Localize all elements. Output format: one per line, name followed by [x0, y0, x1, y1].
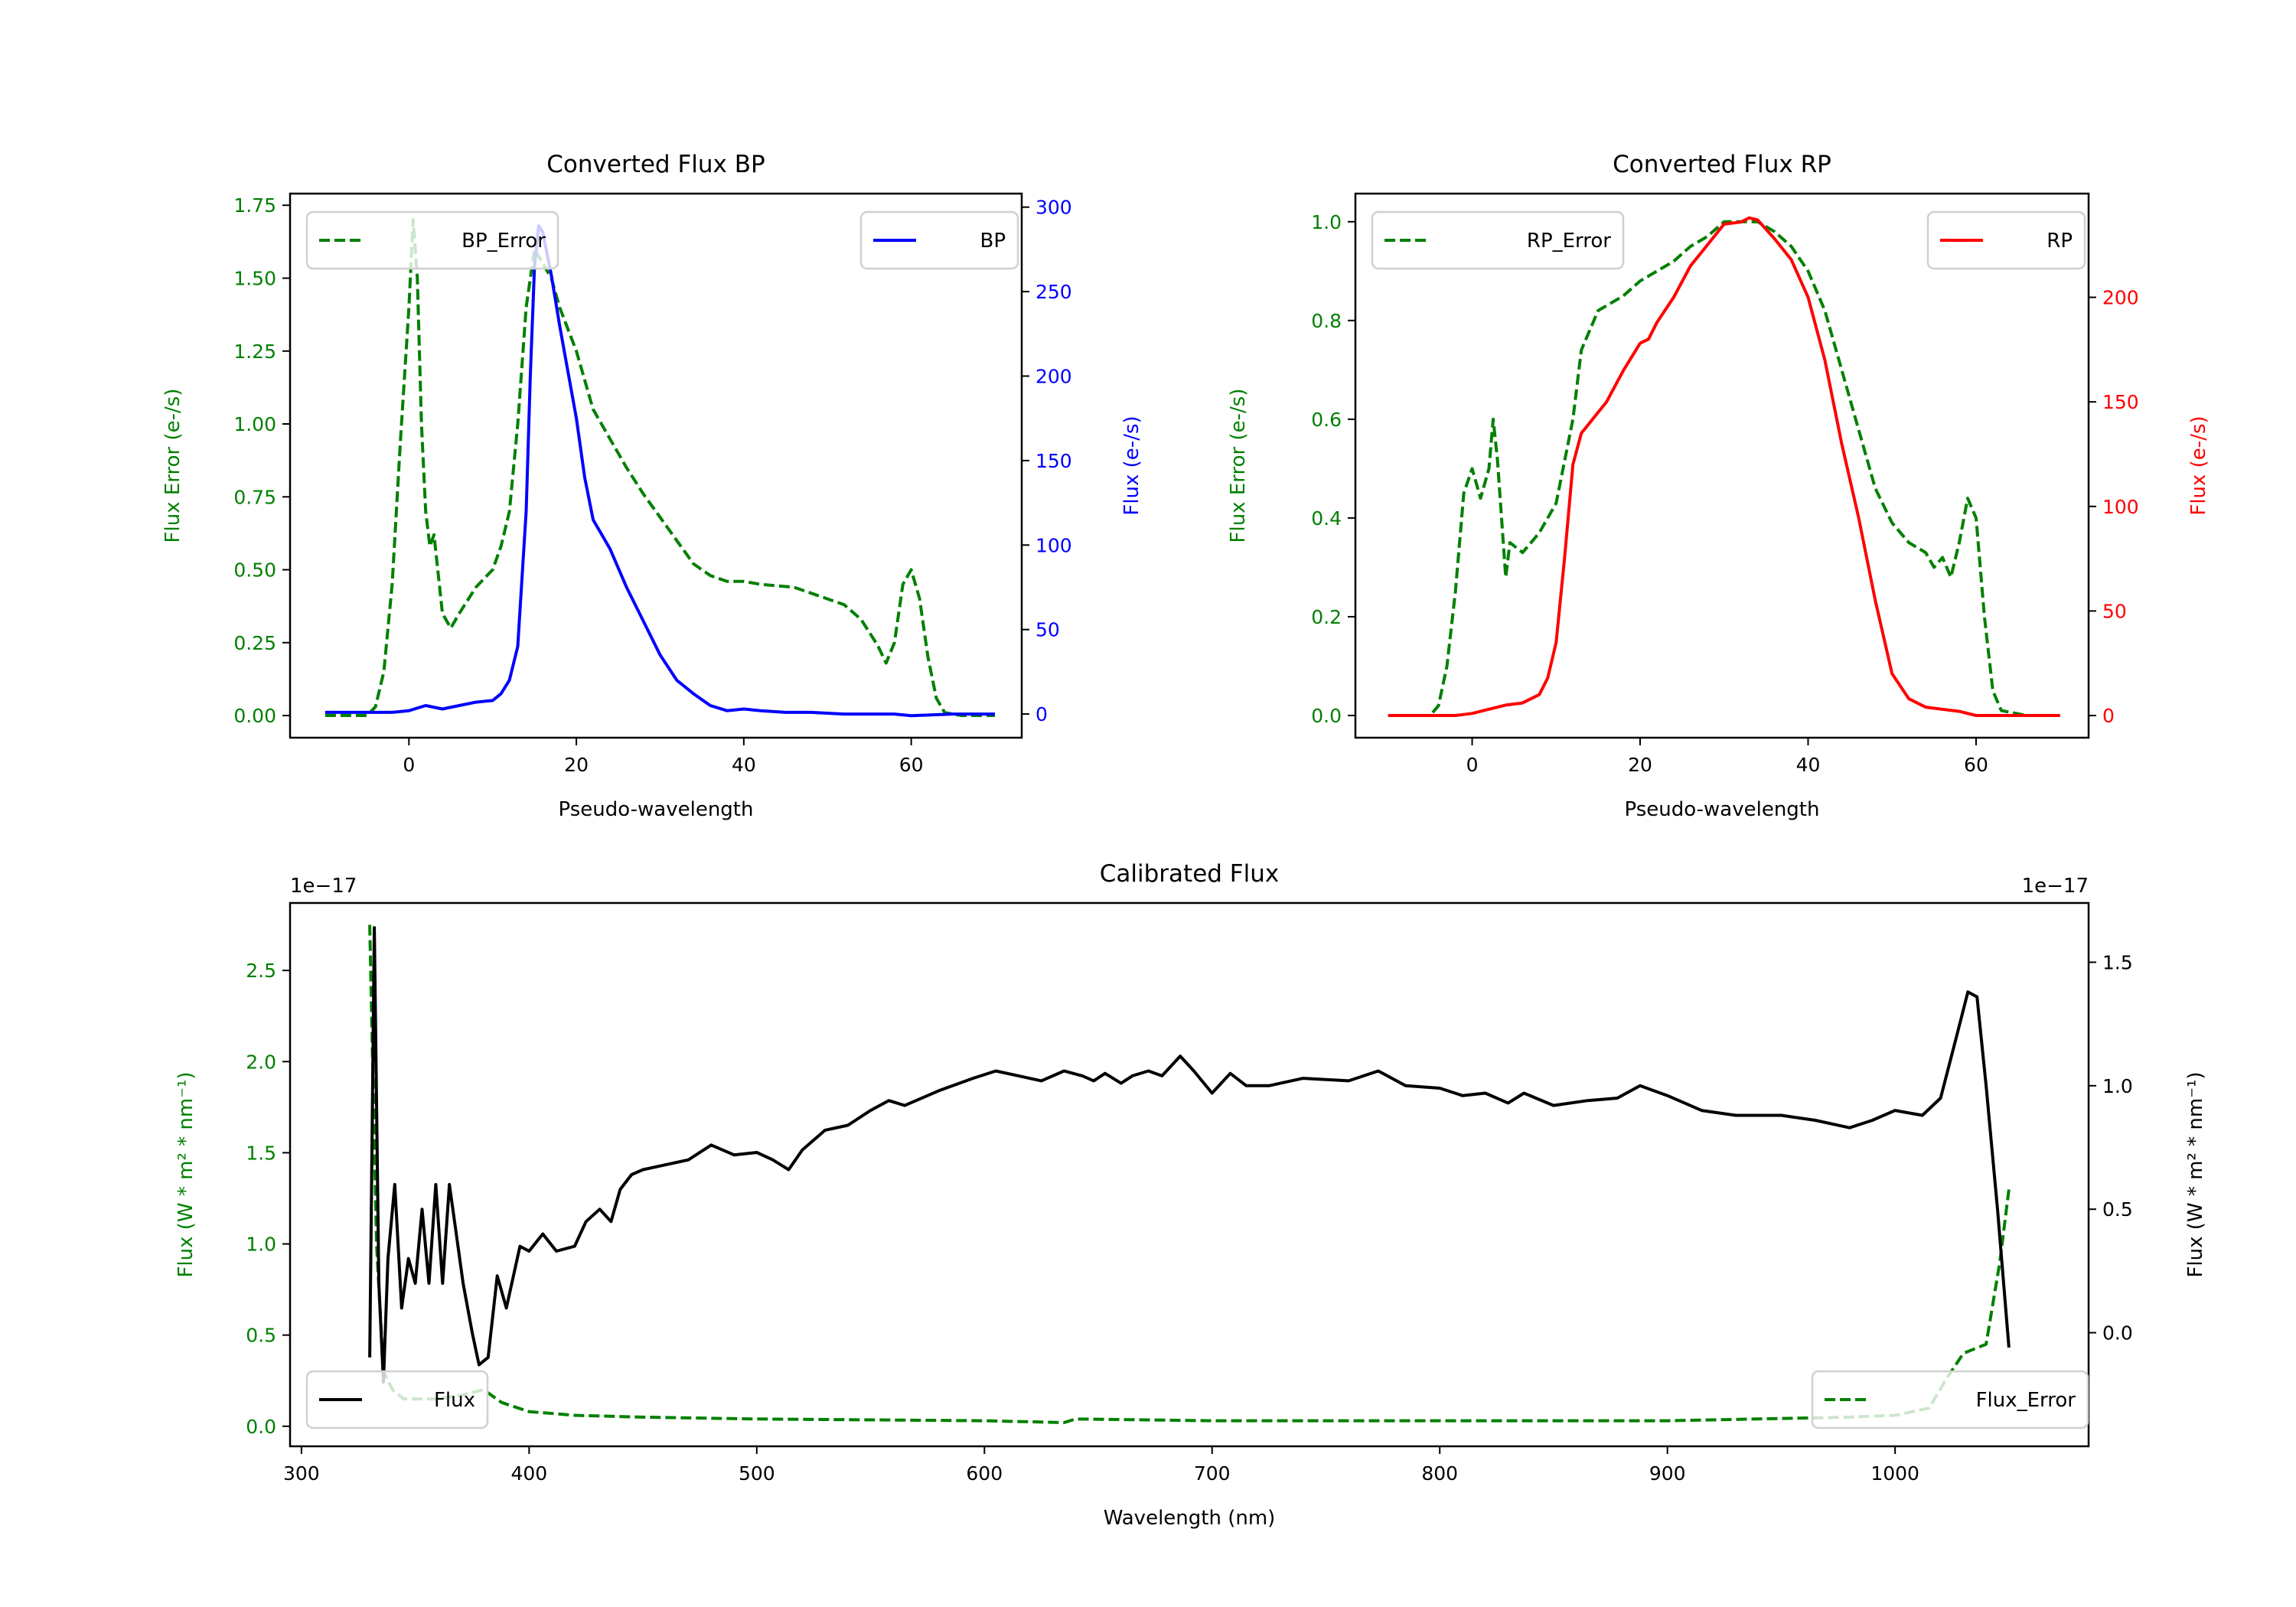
legend-label: RP_Error — [1527, 230, 1611, 253]
x-tick-label: 60 — [1964, 754, 1988, 776]
y-tick-label-left: 1.75 — [233, 194, 276, 217]
legend-rp: RP — [1926, 210, 2086, 270]
y-tick-label-left: 0.75 — [233, 486, 276, 508]
x-tick-label: 500 — [739, 1462, 775, 1485]
y-tick-label-left: 0.00 — [233, 705, 276, 727]
legend-label: BP_Error — [461, 230, 546, 253]
x-tick-label: 40 — [732, 754, 756, 776]
y-tick-label-right: 150 — [2102, 391, 2139, 413]
y-tick-label-left: 0.4 — [1311, 507, 1342, 530]
y-tick-label-left: 2.0 — [246, 1051, 276, 1073]
x-tick-label: 60 — [899, 754, 924, 776]
y-tick-label-right: 0 — [1035, 703, 1048, 725]
y-axis-label-right: Flux (e-/s) — [1120, 416, 1143, 515]
x-tick-label: 40 — [1796, 754, 1821, 776]
y-tick-label-left: 0.50 — [233, 559, 276, 582]
legend-bp-error: BP_Error — [305, 210, 559, 270]
y-tick-label-left: 0.8 — [1311, 310, 1342, 332]
legend-rp-error: RP_Error — [1371, 210, 1625, 270]
legend-box — [1926, 210, 2086, 270]
chart-title: Converted Flux RP — [1613, 151, 1831, 178]
series-line-rp — [1388, 216, 2060, 717]
axes-frame — [1354, 192, 2090, 739]
y-tick-label-right: 50 — [2102, 600, 2127, 622]
y-axis-label-right: Flux (e-/s) — [2187, 416, 2210, 515]
x-tick-label: 20 — [564, 754, 589, 776]
calibrated-flux-chart: 300 400 500 600 700 800 900 1000 0.0 0.5 1.0 1.5 2.0… — [174, 860, 2207, 1530]
legend-box — [859, 210, 1019, 270]
y-tick-label-left: 1.0 — [246, 1234, 276, 1256]
y-tick-label-right: 150 — [1035, 450, 1072, 472]
y-tick-label-right: 1.0 — [2102, 1075, 2133, 1097]
x-tick-label: 400 — [510, 1462, 547, 1485]
y-tick-label-right: 1.5 — [2102, 951, 2133, 973]
series-line-bp — [325, 224, 995, 718]
legend-box — [1371, 210, 1625, 270]
y-tick-label-right: 200 — [2102, 287, 2139, 309]
y-tick-label-right: 50 — [1035, 619, 1060, 641]
legend-flux-error: Flux_Error — [1811, 1370, 2089, 1429]
legend-label: BP — [980, 230, 1006, 253]
y-tick-label-left: 0.2 — [1311, 606, 1342, 628]
legend-bp: BP — [859, 210, 1019, 270]
y-tick-label-right: 200 — [1035, 365, 1072, 387]
legend-box — [305, 210, 559, 270]
x-tick-label: 1000 — [1870, 1462, 1919, 1485]
legend-label: Flux — [434, 1389, 475, 1412]
chart-title: Calibrated Flux — [1100, 860, 1279, 888]
x-tick-label: 0 — [1466, 754, 1479, 776]
y-tick-label-right: 0 — [2102, 705, 2115, 727]
x-tick-label: 900 — [1649, 1462, 1686, 1485]
y-tick-label-left: 0.0 — [1311, 705, 1342, 727]
series-line-rp-error — [1388, 220, 2060, 717]
x-tick-label: 300 — [283, 1462, 320, 1485]
y-axis-label-right: Flux (W * m² * nm⁻¹) — [2184, 1071, 2207, 1277]
x-tick-label: 20 — [1628, 754, 1652, 776]
y-tick-label-left: 1.50 — [233, 267, 276, 289]
y-tick-label-right: 100 — [2102, 496, 2139, 518]
x-tick-label: 600 — [966, 1462, 1003, 1485]
y-tick-label-left: 1.5 — [246, 1142, 276, 1164]
series-line-bp-error — [325, 218, 995, 717]
y-tick-label-right: 0.0 — [2102, 1322, 2133, 1345]
axes-frame — [289, 192, 1023, 739]
x-axis-label: Pseudo-wavelength — [559, 798, 754, 821]
y-tick-label-right: 100 — [1035, 534, 1072, 556]
x-tick-label: 0 — [403, 754, 415, 776]
legend-label: RP — [2047, 230, 2073, 253]
x-axis-label: Pseudo-wavelength — [1625, 798, 1820, 821]
y-tick-label-right: 300 — [1035, 197, 1072, 219]
series-line-flux — [368, 926, 2011, 1384]
y-tick-label-right: 0.5 — [2102, 1198, 2133, 1221]
x-axis-label: Wavelength (nm) — [1104, 1507, 1276, 1530]
y-axis-label-left: Flux Error (e-/s) — [161, 389, 184, 543]
legend-box — [1811, 1370, 2089, 1429]
y-tick-label-left: 0.0 — [246, 1416, 276, 1438]
y-tick-label-left: 1.00 — [233, 413, 276, 435]
rp-flux-chart: 0 20 40 60 0.0 0.2 0.4 0.6 0.8 1.0 0 50 100 150 200 Con… — [1227, 151, 2210, 821]
y-tick-label-left: 2.5 — [246, 960, 276, 982]
y-tick-label-left: 0.5 — [246, 1325, 276, 1347]
legend-label: Flux_Error — [1976, 1389, 2076, 1412]
axes-frame — [289, 901, 2090, 1448]
legend-flux: Flux — [305, 1370, 489, 1429]
chart-title: Converted Flux BP — [546, 151, 765, 178]
x-tick-label: 700 — [1194, 1462, 1231, 1485]
x-tick-label: 800 — [1421, 1462, 1458, 1485]
y-tick-label-left: 1.25 — [233, 341, 276, 363]
y-offset-label-right: 1e−17 — [2022, 875, 2089, 898]
y-axis-label-left: Flux (W * m² * nm⁻¹) — [174, 1071, 197, 1277]
legend-box — [305, 1370, 489, 1429]
y-tick-label-left: 0.6 — [1311, 409, 1342, 431]
y-tick-label-right: 250 — [1035, 281, 1072, 303]
y-tick-label-left: 1.0 — [1311, 211, 1342, 233]
y-offset-label-left: 1e−17 — [290, 875, 357, 898]
bp-flux-chart: 0 20 40 60 0.00 0.25 0.50 0.75 1.00 1.25 1.50 1.75 0… — [161, 151, 1143, 821]
y-tick-label-left: 0.25 — [233, 632, 276, 654]
y-axis-label-left: Flux Error (e-/s) — [1227, 389, 1250, 543]
